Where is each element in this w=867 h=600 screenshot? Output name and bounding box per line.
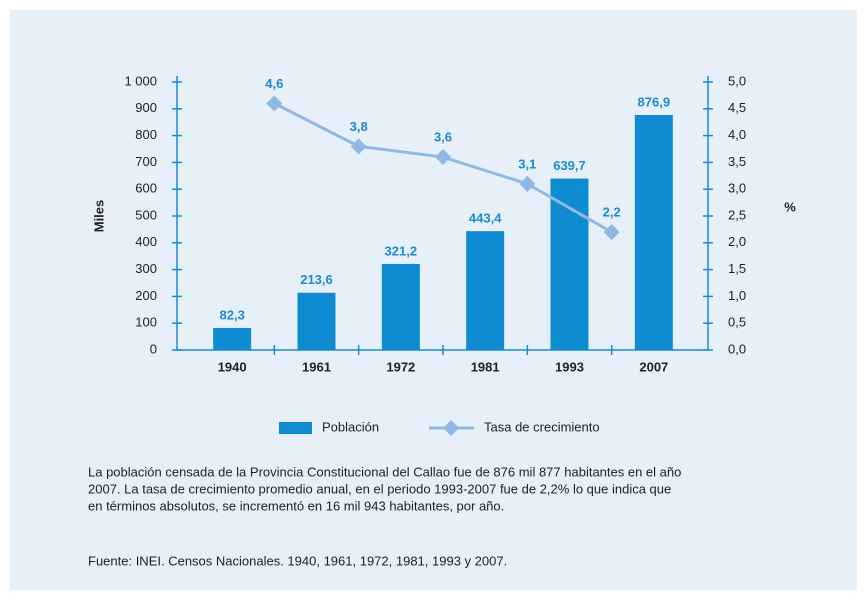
line-value-label: 3,6: [434, 129, 452, 144]
legend-swatch: [279, 422, 312, 434]
bar-value-label: 639,7: [553, 158, 586, 173]
bar: [381, 263, 420, 350]
line-value-label: 4,6: [265, 76, 283, 91]
y-tick-label: 100: [135, 315, 157, 330]
y2-tick-label: 0,5: [728, 315, 746, 330]
y-tick-label: 800: [135, 127, 157, 142]
y-tick-label: 400: [135, 234, 157, 249]
line-marker: [435, 149, 451, 166]
y2-tick-label: 4,5: [728, 100, 746, 115]
panel: [10, 10, 857, 590]
y2-tick-label: 1,5: [728, 261, 746, 276]
line-value-label: 3,1: [518, 156, 536, 171]
bar-value-label: 876,9: [638, 94, 671, 109]
legend-label: Tasa de crecimiento: [484, 419, 600, 434]
bar-value-label: 82,3: [220, 307, 245, 322]
line-marker: [350, 138, 367, 155]
bar-value-label: 443,4: [469, 211, 502, 226]
y2-tick-label: 5,0: [728, 73, 746, 88]
y2-axis-label: %: [784, 199, 796, 214]
x-tick-label: 2007: [639, 359, 668, 374]
y2-tick-label: 3,0: [728, 181, 746, 196]
y2-tick-label: 4,0: [728, 127, 746, 142]
line-marker: [519, 175, 536, 192]
bar-value-label: 213,6: [300, 272, 333, 287]
y2-tick-label: 1,0: [728, 288, 746, 303]
x-tick-label: 1981: [471, 359, 500, 374]
source: Fuente: INEI. Censos Nacionales. 1940, 1…: [88, 553, 507, 568]
legend-marker: [443, 420, 459, 436]
y-tick-label: 900: [135, 100, 157, 115]
description-line: La población censada de la Provincia Con…: [88, 464, 681, 479]
y-tick-label: 600: [135, 181, 157, 196]
x-tick-label: 1940: [218, 359, 247, 374]
y-tick-label: 1 000: [124, 73, 157, 88]
y2-tick-label: 2,0: [728, 234, 746, 249]
bar-value-label: 321,2: [385, 243, 418, 258]
description-line: en términos absolutos, se incrementó en …: [88, 498, 504, 513]
bar: [634, 114, 673, 350]
y-axis-label: Miles: [91, 200, 106, 233]
y-tick-label: 300: [135, 261, 157, 276]
y2-tick-label: 2,5: [728, 207, 746, 222]
y2-tick-label: 3,5: [728, 154, 746, 169]
bar: [550, 178, 589, 350]
x-tick-label: 1961: [302, 359, 331, 374]
line-value-label: 2,2: [603, 205, 621, 220]
y-tick-label: 0: [150, 341, 157, 356]
y2-tick-label: 0,0: [728, 341, 746, 356]
y-tick-label: 700: [135, 154, 157, 169]
line-marker: [603, 224, 620, 241]
bar: [466, 231, 505, 350]
bar: [213, 327, 252, 350]
bar: [297, 292, 336, 350]
x-tick-label: 1972: [386, 359, 415, 374]
line-value-label: 3,8: [350, 119, 368, 134]
x-tick-label: 1993: [555, 359, 584, 374]
legend-label: Población: [322, 419, 379, 434]
line-marker: [266, 95, 283, 112]
y-tick-label: 500: [135, 207, 157, 222]
y-tick-label: 200: [135, 288, 157, 303]
description-line: 2007. La tasa de crecimiento promedio an…: [88, 481, 671, 496]
